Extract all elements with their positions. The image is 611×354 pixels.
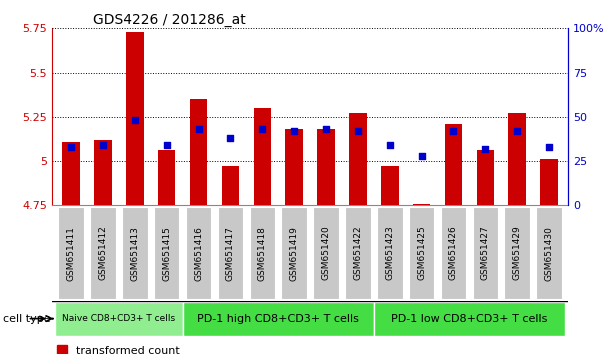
Bar xyxy=(126,32,144,205)
Text: Naive CD8+CD3+ T cells: Naive CD8+CD3+ T cells xyxy=(62,314,175,323)
FancyBboxPatch shape xyxy=(409,207,434,299)
Text: GSM651430: GSM651430 xyxy=(544,225,554,281)
Bar xyxy=(190,99,207,205)
FancyBboxPatch shape xyxy=(473,207,498,299)
Point xyxy=(353,128,363,134)
Bar xyxy=(349,113,367,205)
FancyBboxPatch shape xyxy=(536,207,562,299)
Point xyxy=(194,126,203,132)
Point xyxy=(66,144,76,150)
Bar xyxy=(55,302,183,336)
FancyBboxPatch shape xyxy=(377,207,403,299)
FancyBboxPatch shape xyxy=(122,207,147,299)
Text: GSM651416: GSM651416 xyxy=(194,225,203,281)
Bar xyxy=(94,140,112,205)
Point xyxy=(162,142,172,148)
FancyBboxPatch shape xyxy=(345,207,371,299)
Bar xyxy=(413,204,430,205)
Bar xyxy=(445,124,463,205)
Point xyxy=(448,128,458,134)
Bar xyxy=(317,129,335,205)
Text: PD-1 high CD8+CD3+ T cells: PD-1 high CD8+CD3+ T cells xyxy=(197,314,359,324)
Bar xyxy=(254,108,271,205)
Bar xyxy=(374,302,565,336)
FancyBboxPatch shape xyxy=(313,207,338,299)
Text: PD-1 low CD8+CD3+ T cells: PD-1 low CD8+CD3+ T cells xyxy=(391,314,547,324)
Point xyxy=(513,128,522,134)
Point xyxy=(289,128,299,134)
Text: GSM651413: GSM651413 xyxy=(130,225,139,281)
Text: GSM651427: GSM651427 xyxy=(481,226,490,280)
FancyBboxPatch shape xyxy=(58,207,84,299)
Bar xyxy=(183,302,374,336)
Bar xyxy=(508,113,526,205)
Point xyxy=(130,118,140,123)
Text: GSM651415: GSM651415 xyxy=(162,225,171,281)
Text: GSM651417: GSM651417 xyxy=(226,225,235,281)
Text: GDS4226 / 201286_at: GDS4226 / 201286_at xyxy=(93,13,246,27)
FancyBboxPatch shape xyxy=(441,207,466,299)
FancyBboxPatch shape xyxy=(249,207,275,299)
Legend: transformed count, percentile rank within the sample: transformed count, percentile rank withi… xyxy=(57,346,264,354)
Point xyxy=(417,153,426,159)
Point xyxy=(98,142,108,148)
Text: GSM651426: GSM651426 xyxy=(449,226,458,280)
Text: GSM651423: GSM651423 xyxy=(386,226,394,280)
Bar xyxy=(158,150,175,205)
Text: GSM651420: GSM651420 xyxy=(321,226,331,280)
Text: GSM651411: GSM651411 xyxy=(67,225,76,281)
Point xyxy=(480,146,490,152)
Point xyxy=(225,135,235,141)
Bar xyxy=(222,166,239,205)
FancyBboxPatch shape xyxy=(505,207,530,299)
FancyBboxPatch shape xyxy=(282,207,307,299)
Text: GSM651418: GSM651418 xyxy=(258,225,267,281)
Point xyxy=(257,126,267,132)
Bar xyxy=(540,159,558,205)
Bar xyxy=(381,166,398,205)
Bar xyxy=(62,142,80,205)
FancyBboxPatch shape xyxy=(90,207,115,299)
Bar xyxy=(285,129,303,205)
Text: GSM651429: GSM651429 xyxy=(513,226,522,280)
Text: GSM651425: GSM651425 xyxy=(417,226,426,280)
FancyBboxPatch shape xyxy=(218,207,243,299)
Text: GSM651419: GSM651419 xyxy=(290,225,299,281)
Point xyxy=(544,144,554,150)
Text: GSM651422: GSM651422 xyxy=(353,226,362,280)
Point xyxy=(321,126,331,132)
Point xyxy=(385,142,395,148)
Bar xyxy=(477,150,494,205)
Text: cell type: cell type xyxy=(3,314,51,324)
Text: GSM651412: GSM651412 xyxy=(98,226,108,280)
FancyBboxPatch shape xyxy=(154,207,180,299)
FancyBboxPatch shape xyxy=(186,207,211,299)
